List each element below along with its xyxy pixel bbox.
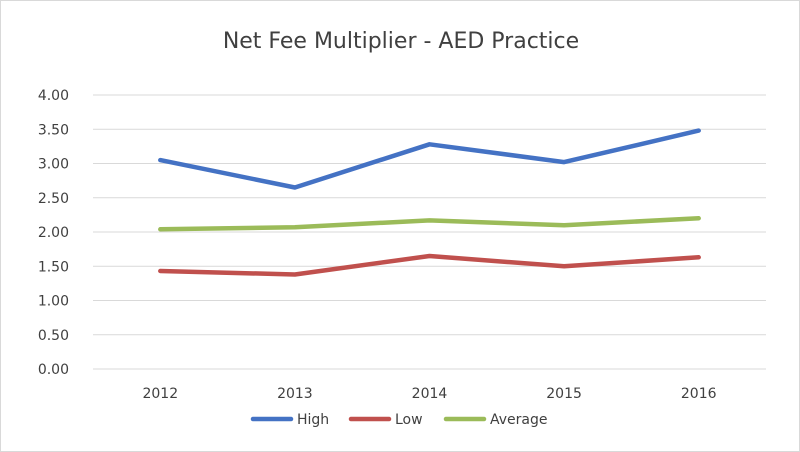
y-tick-label: 3.00	[38, 157, 69, 173]
y-tick-label: 2.00	[38, 225, 69, 241]
y-tick-label: 0.50	[38, 328, 69, 344]
x-axis-tick-labels: 2012 2013 2014 2015 2016	[142, 386, 716, 402]
gridlines	[93, 94, 766, 370]
y-tick-label: 3.50	[38, 122, 69, 138]
x-tick-label: 2014	[412, 386, 448, 402]
series-line-low	[158, 253, 701, 277]
x-tick-label: 2012	[142, 386, 178, 402]
y-tick-label: 1.50	[38, 259, 69, 275]
y-tick-label: 0.00	[38, 362, 69, 378]
legend-label-low: Low	[395, 412, 423, 428]
y-tick-label: 2.50	[38, 191, 69, 207]
y-axis-tick-labels: 0.00 0.50 1.00 1.50 2.00 2.50 3.00 3.50 4.00	[38, 88, 69, 378]
series-line-high	[158, 128, 701, 190]
x-tick-label: 2016	[681, 386, 717, 402]
series-line-average	[158, 216, 701, 232]
series-lines	[158, 128, 701, 277]
legend-label-average: Average	[490, 412, 548, 428]
x-tick-label: 2013	[277, 386, 313, 402]
legend-label-high: High	[297, 412, 329, 428]
y-tick-label: 4.00	[38, 88, 69, 104]
x-tick-label: 2015	[546, 386, 582, 402]
chart-title: Net Fee Multiplier - AED Practice	[223, 29, 579, 54]
legend: High Low Average	[250, 412, 548, 428]
y-tick-label: 1.00	[38, 294, 69, 310]
